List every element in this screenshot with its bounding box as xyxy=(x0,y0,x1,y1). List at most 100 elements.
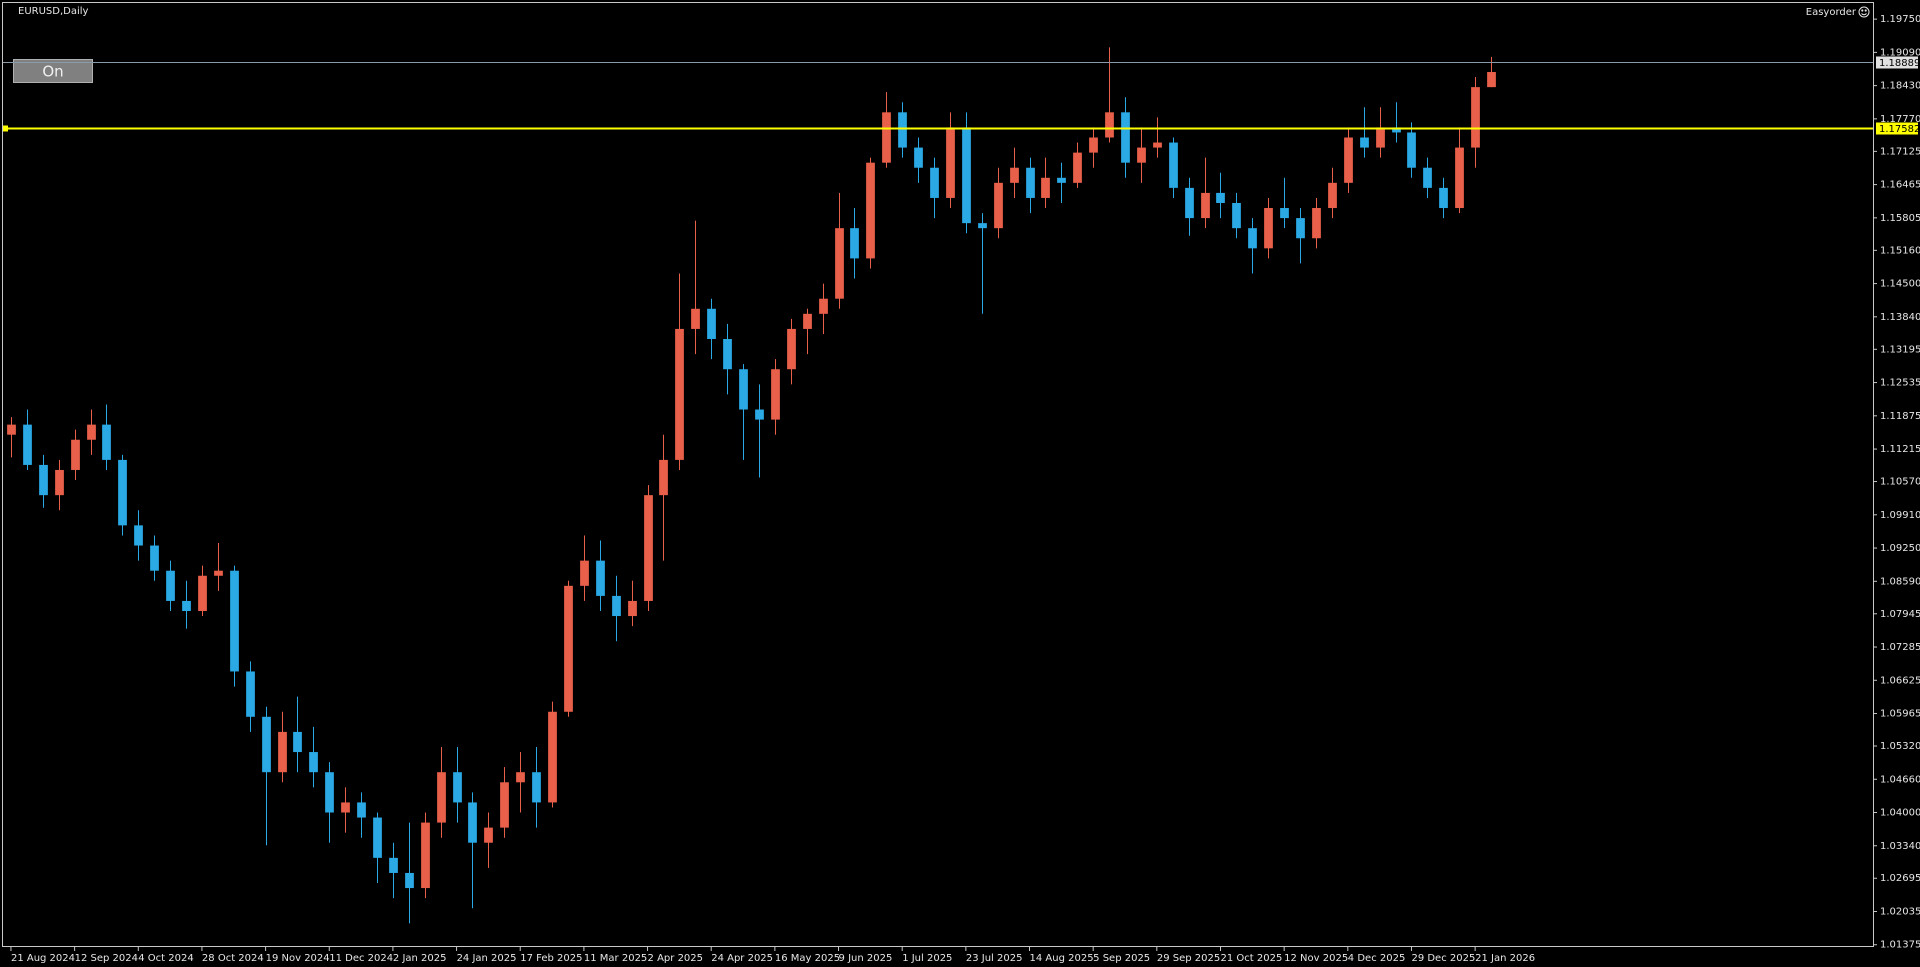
y-tick-label: 1.05965 xyxy=(1880,709,1920,720)
candle-body xyxy=(516,772,525,783)
candle-body xyxy=(1073,152,1082,183)
candle-body xyxy=(946,127,955,198)
y-tick-label: 1.19090 xyxy=(1880,47,1920,58)
candle-body xyxy=(755,409,764,420)
x-tick-label: 24 Apr 2025 xyxy=(711,953,773,964)
x-tick-label: 16 May 2025 xyxy=(775,953,840,964)
y-tick-label: 1.12535 xyxy=(1880,378,1920,389)
candle-body xyxy=(580,560,589,586)
price-label-bg xyxy=(1876,56,1918,69)
candle-body xyxy=(1376,127,1385,148)
x-tick-label: 28 Oct 2024 xyxy=(202,953,264,964)
candle-body xyxy=(962,127,971,224)
x-tick-label: 4 Oct 2024 xyxy=(138,953,193,964)
x-tick-label: 21 Jan 2026 xyxy=(1475,953,1535,964)
price-label: 1.18889 xyxy=(1879,58,1920,69)
candle-body xyxy=(739,369,748,410)
price-label: 1.17582 xyxy=(1879,124,1920,135)
candle-body xyxy=(819,298,828,314)
plot-frame xyxy=(2,2,1874,947)
x-tick-label: 14 Aug 2025 xyxy=(1030,953,1094,964)
candle-body xyxy=(1439,187,1448,209)
candle-body xyxy=(644,495,653,601)
y-tick-label: 1.16465 xyxy=(1880,180,1920,191)
button-label[interactable]: On xyxy=(42,63,63,81)
candle-body xyxy=(182,600,191,612)
candle-body xyxy=(325,772,334,813)
candle-body xyxy=(437,772,446,823)
x-tick-label: 9 Jun 2025 xyxy=(839,953,893,964)
x-tick-label: 2 Jan 2025 xyxy=(393,953,447,964)
y-tick-label: 1.10570 xyxy=(1880,477,1920,488)
x-tick-label: 24 Jan 2025 xyxy=(457,953,517,964)
candle-body xyxy=(293,731,302,753)
candle-body xyxy=(882,112,891,163)
candle-body xyxy=(1121,112,1130,163)
candle-body xyxy=(659,459,668,496)
candle-body xyxy=(978,223,987,229)
x-tick-label: 19 Nov 2024 xyxy=(266,953,330,964)
y-tick-label: 1.11875 xyxy=(1880,411,1920,422)
price-label-bg xyxy=(1876,122,1918,135)
y-tick-label: 1.19750 xyxy=(1880,14,1920,25)
y-tick-label: 1.04000 xyxy=(1880,808,1920,819)
x-tick-label: 29 Dec 2025 xyxy=(1411,953,1475,964)
candle-body xyxy=(803,313,812,329)
y-tick-label: 1.13195 xyxy=(1880,344,1920,355)
candle-body xyxy=(835,228,844,299)
x-tick-label: 21 Oct 2025 xyxy=(1220,953,1282,964)
y-tick-label: 1.07285 xyxy=(1880,642,1920,653)
candle-body xyxy=(787,328,796,370)
button-bg[interactable] xyxy=(13,59,93,83)
candle-body xyxy=(262,716,271,773)
candle-body xyxy=(484,827,493,843)
y-tick-label: 1.11215 xyxy=(1880,444,1920,455)
x-tick-label: 2 Apr 2025 xyxy=(648,953,703,964)
candle-body xyxy=(1487,72,1496,88)
candle-body xyxy=(532,772,541,803)
x-tick-label: 1 Jul 2025 xyxy=(902,953,952,964)
candle-body xyxy=(866,162,875,259)
candle-body xyxy=(1026,167,1035,198)
x-tick-label: 21 Aug 2024 xyxy=(11,953,75,964)
y-tick-label: 1.18430 xyxy=(1880,81,1920,92)
candle-body xyxy=(389,857,398,873)
x-tick-label: 12 Nov 2025 xyxy=(1284,953,1348,964)
candle-body xyxy=(707,308,716,339)
candle-body xyxy=(1280,208,1289,219)
candle-body xyxy=(628,600,637,617)
candle-body xyxy=(850,228,859,259)
y-tick-label: 1.03340 xyxy=(1880,841,1920,852)
candle-body xyxy=(1423,167,1432,188)
candle-body xyxy=(675,328,684,460)
candle-body xyxy=(230,570,239,672)
candle-body xyxy=(1407,132,1416,168)
candle-body xyxy=(150,545,159,571)
candle-body xyxy=(1328,182,1337,209)
candle-body xyxy=(468,802,477,843)
candle-body xyxy=(771,369,780,420)
x-tick-label: 17 Feb 2025 xyxy=(520,953,582,964)
candle-body xyxy=(7,424,16,435)
on-button[interactable]: On xyxy=(13,59,93,83)
x-tick-label: 12 Sep 2024 xyxy=(75,953,138,964)
x-tick-label: 23 Jul 2025 xyxy=(966,953,1023,964)
candle-body xyxy=(453,772,462,803)
y-tick-label: 1.13840 xyxy=(1880,312,1920,323)
y-tick-label: 1.15805 xyxy=(1880,213,1920,224)
candle-body xyxy=(373,817,382,858)
candle-body xyxy=(1010,167,1019,183)
candle-body xyxy=(134,525,143,546)
candle-body xyxy=(596,560,605,596)
candle-body xyxy=(309,752,318,773)
candle-body xyxy=(1105,112,1114,138)
candle-body xyxy=(1312,208,1321,239)
candle-body xyxy=(1089,137,1098,153)
candle-body xyxy=(118,459,127,526)
indicator-label: Easyorder xyxy=(1806,7,1857,18)
x-tick-label: 5 Sep 2025 xyxy=(1093,953,1150,964)
candle-body xyxy=(71,439,80,470)
candle-body xyxy=(23,424,32,465)
